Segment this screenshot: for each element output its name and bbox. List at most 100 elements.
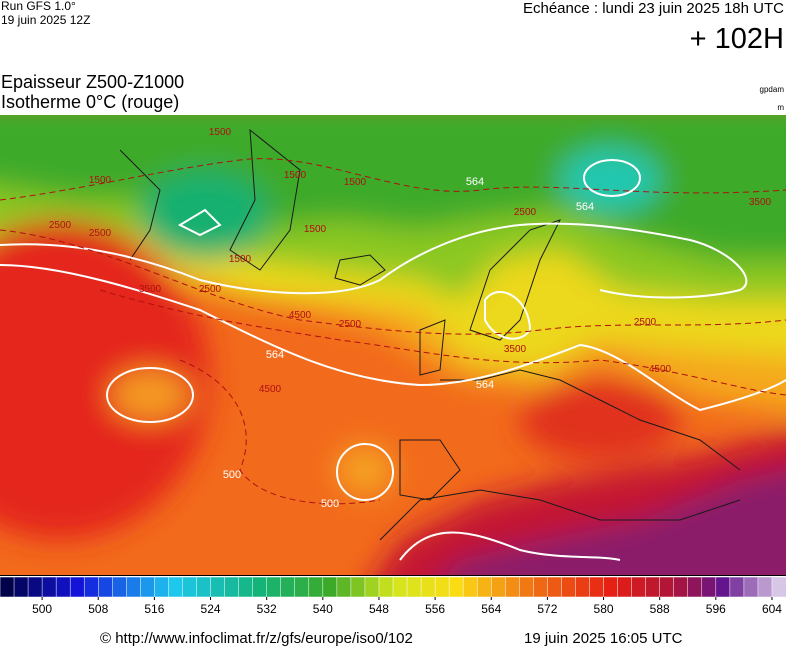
colorbar-cell	[448, 576, 464, 598]
lead-time: + 102H	[690, 23, 784, 55]
colorbar-cell	[434, 576, 450, 598]
colorbar-cell	[645, 576, 661, 598]
colorbar-cell	[224, 576, 240, 598]
colorbar-cell	[589, 576, 605, 598]
colorbar-cell	[336, 576, 352, 598]
isotherm-contours	[0, 158, 786, 505]
field-red-east	[520, 380, 680, 460]
colorbar-cell	[505, 576, 521, 598]
title-line1: Epaisseur Z500-Z1000	[1, 72, 184, 92]
colorbar-cell	[322, 576, 338, 598]
colorbar-cell	[83, 576, 100, 598]
isotherm-2500	[0, 229, 786, 335]
contour-label: 1500	[229, 254, 252, 265]
contour-label: 2500	[89, 228, 112, 239]
footer-url: © http://www.infoclimat.fr/z/gfs/europe/…	[100, 630, 413, 647]
colorbar-cell	[617, 576, 633, 598]
colorbar-cell	[547, 576, 563, 598]
contour-label: 564	[576, 201, 594, 213]
contour-label: 1500	[284, 170, 307, 181]
coast-africa	[379, 489, 741, 541]
colorbar-cell	[140, 576, 156, 598]
unit-isotherm: m	[777, 103, 784, 112]
colorbar-tick-label: 532	[257, 602, 277, 616]
colorbar-cell	[743, 576, 759, 598]
colorbar-tick-label: 588	[650, 602, 670, 616]
field-purple	[445, 469, 786, 575]
field-red-west	[0, 220, 210, 540]
isotherm-4500	[179, 359, 381, 505]
contour-label: 4500	[259, 384, 282, 395]
colorbar-cell	[575, 576, 591, 598]
contour-label: 564	[476, 379, 494, 391]
colorbar-tick-label: 548	[369, 602, 389, 616]
contour-label: 500	[223, 469, 241, 481]
colorbar-cell	[561, 576, 577, 598]
colorbar-cell	[519, 576, 535, 598]
colorbar-tick-label: 564	[481, 602, 501, 616]
colorbar-tick-label: 596	[706, 602, 726, 616]
colorbar-tick-label: 516	[144, 602, 164, 616]
run-date: 19 juin 2025 12Z	[1, 13, 90, 27]
contour-label: 3500	[504, 344, 527, 355]
colorbar-cell	[126, 576, 142, 598]
contour-label: 564	[266, 349, 284, 361]
valid-time: Echéance : lundi 23 juin 2025 18h UTC	[523, 0, 784, 17]
contour-label: 3500	[139, 284, 162, 295]
contour-label: 564	[466, 176, 484, 188]
contour-label: 1500	[209, 127, 232, 138]
colorbar-tick-label: 524	[201, 602, 221, 616]
colorbar-cell	[364, 576, 380, 598]
contour-baltic	[484, 290, 532, 340]
colorbar-tick-label: 556	[425, 602, 445, 616]
colorbar-cell	[729, 576, 745, 598]
colorbar-cell	[13, 576, 29, 598]
map: 1500 1500 1500 1500 1500 1500 2500 2500 2500 2500…	[0, 115, 786, 575]
colorbar-tick-label: 540	[313, 602, 333, 616]
colorbar-cell	[210, 576, 226, 598]
contour-label: 4500	[289, 310, 312, 321]
contour-high-iberia	[336, 443, 394, 501]
colorbar-cell	[182, 576, 198, 598]
colorbar-cell	[112, 576, 128, 598]
colorbar: 500 508 516 524 532 540 548 556 564 572 580 588 596 6…	[0, 576, 786, 616]
colorbar-cell	[533, 576, 549, 598]
colorbar-cell	[673, 576, 689, 598]
colorbar-cell	[491, 576, 507, 598]
colorbar-tick-label: 580	[594, 602, 614, 616]
colorbar-cell	[659, 576, 675, 598]
coast-greenland	[229, 128, 301, 271]
colorbar-tick-label: 604	[762, 602, 782, 616]
colorbar-cell	[0, 576, 15, 598]
contour-low-west	[177, 208, 222, 237]
run-label: Run GFS 1.0°	[1, 0, 76, 13]
contour-high-atlantic	[106, 367, 194, 423]
colorbar-cell	[41, 576, 57, 598]
colorbar-cell	[420, 576, 436, 598]
contour-label: 2500	[49, 220, 72, 231]
contour-label: 2500	[514, 207, 537, 218]
field	[0, 115, 786, 575]
colorbar-tick-label: 500	[32, 602, 52, 616]
contour-label: 1500	[304, 224, 327, 235]
colorbar-cell	[392, 576, 408, 598]
colorbar-cell	[252, 576, 268, 598]
colorbar-cell	[238, 576, 254, 598]
colorbar-cell	[350, 576, 366, 598]
unit-thickness: gpdam	[760, 85, 785, 94]
coast-europe	[440, 369, 741, 471]
colorbar-cell	[378, 576, 394, 598]
contour-low-east	[583, 159, 641, 197]
colorbar-cell	[687, 576, 703, 598]
colorbar-cell	[701, 576, 717, 598]
colorbar-tick-label: 572	[537, 602, 557, 616]
contour-label: 1500	[89, 175, 112, 186]
coast-iberia	[399, 439, 461, 501]
contour-label: 3500	[749, 197, 772, 208]
thickness-contours	[0, 159, 786, 561]
contour-labels: 1500 1500 1500 1500 1500 1500 2500 2500 2500 2500…	[49, 127, 772, 510]
colorbar-cell	[168, 576, 184, 598]
colorbar-cell	[771, 576, 786, 598]
isotherm-3500	[99, 289, 786, 396]
field-high-iberia	[335, 444, 395, 496]
